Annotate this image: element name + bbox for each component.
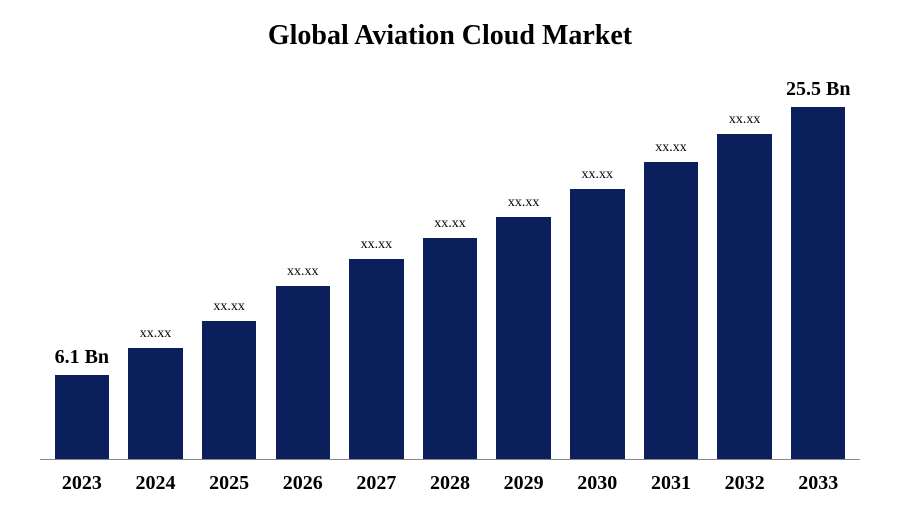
x-axis-label: 2029 [487,472,561,495]
bar [570,189,624,459]
bar-group: xx.xx [266,72,340,459]
bar-value-label: xx.xx [729,112,761,128]
x-axis-label: 2028 [413,472,487,495]
chart-container: Global Aviation Cloud Market 6.1 Bn xx.xx… [0,0,900,525]
bar-group: 25.5 Bn [781,72,855,459]
x-axis-label: 2026 [266,472,340,495]
bar-group: xx.xx [413,72,487,459]
x-axis-label: 2033 [781,472,855,495]
x-axis-label: 2030 [560,472,634,495]
bar-value-label: xx.xx [655,140,687,156]
x-axis-label: 2024 [119,472,193,495]
bar [717,134,771,459]
bar [128,348,182,459]
bar-value-label: xx.xx [140,326,172,342]
bar-group: 6.1 Bn [45,72,119,459]
plot-area: 6.1 Bn xx.xx xx.xx xx.xx xx.xx xx.xx xx.xx xx.x… [40,72,860,460]
x-axis-label: 2032 [708,472,782,495]
bar-group: xx.xx [340,72,414,459]
bar-value-label: xx.xx [213,299,245,315]
bar-group: xx.xx [119,72,193,459]
bar [496,217,550,459]
bar [423,238,477,459]
bars-wrapper: 6.1 Bn xx.xx xx.xx xx.xx xx.xx xx.xx xx.xx xx.x… [40,72,860,459]
bar-group: xx.xx [487,72,561,459]
bar-value-label: xx.xx [434,216,466,232]
bar [349,259,403,459]
bar-value-label: 6.1 Bn [55,346,109,369]
bar-group: xx.xx [634,72,708,459]
bar-value-label: 25.5 Bn [786,78,850,101]
bar-value-label: xx.xx [361,237,393,253]
x-axis: 2023202420252026202720282029203020312032… [40,460,860,495]
bar-value-label: xx.xx [287,264,319,280]
bar-value-label: xx.xx [582,167,614,183]
bar [276,286,330,459]
x-axis-label: 2023 [45,472,119,495]
bar [644,162,698,459]
bar-group: xx.xx [708,72,782,459]
bar-value-label: xx.xx [508,195,540,211]
x-axis-label: 2025 [192,472,266,495]
bar [202,321,256,459]
bar [791,107,845,459]
x-axis-label: 2031 [634,472,708,495]
bar-group: xx.xx [560,72,634,459]
chart-title: Global Aviation Cloud Market [40,20,860,52]
x-axis-label: 2027 [340,472,414,495]
bar-group: xx.xx [192,72,266,459]
bar [55,375,109,459]
